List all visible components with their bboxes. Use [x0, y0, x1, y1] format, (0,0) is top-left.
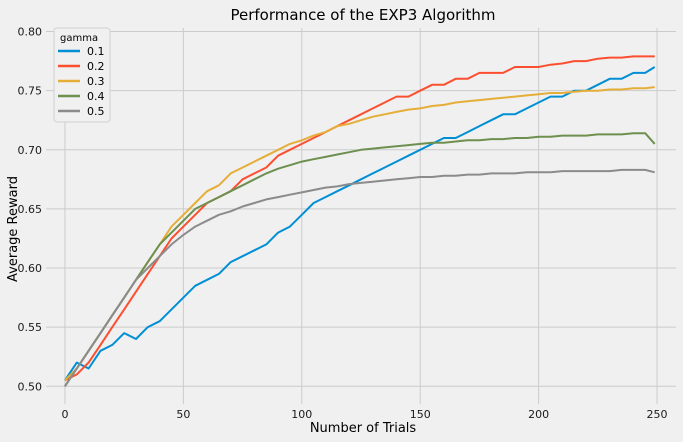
series-line-gamma-0.2 [64, 55, 655, 382]
x-tick-label: 200 [528, 408, 549, 421]
grid-lines [46, 28, 676, 404]
series-lines [64, 55, 656, 387]
legend-label: 0.1 [87, 45, 105, 58]
y-axis-label: Average Reward [6, 176, 21, 282]
y-tick-label: 0.65 [18, 203, 43, 216]
chart-title: Performance of the EXP3 Algorithm [230, 6, 495, 24]
series-line-gamma-0.5 [64, 168, 655, 387]
legend-label: 0.5 [87, 105, 105, 118]
legend-label: 0.3 [87, 75, 105, 88]
x-tick-label: 0 [61, 408, 68, 421]
x-tick-label: 250 [647, 408, 668, 421]
y-tick-label: 0.80 [18, 26, 43, 39]
legend-title: gamma [60, 33, 98, 44]
legend-items: 0.1 0.2 0.3 0.4 0.5 [58, 45, 105, 118]
legend: gamma 0.1 0.2 0.3 0.4 0.5 [53, 27, 111, 123]
legend-label: 0.2 [87, 60, 105, 73]
x-axis-label: Number of Trials [310, 421, 417, 436]
y-tick-label: 0.50 [18, 380, 43, 393]
y-tick-labels: 0.50 0.55 0.60 0.65 0.70 0.75 0.80 [18, 26, 43, 394]
y-tick-label: 0.60 [18, 262, 43, 275]
y-tick-label: 0.75 [18, 85, 43, 98]
x-tick-label: 150 [410, 408, 431, 421]
series-line-gamma-0.1 [64, 66, 656, 381]
series-line-gamma-0.3 [64, 86, 655, 382]
x-tick-labels: 0 50 100 150 200 250 [61, 408, 667, 421]
plot-area [46, 28, 676, 404]
y-tick-label: 0.55 [18, 321, 43, 334]
x-tick-label: 100 [291, 408, 312, 421]
series-line-gamma-0.4 [64, 132, 656, 387]
y-tick-label: 0.70 [18, 144, 43, 157]
x-tick-label: 50 [176, 408, 190, 421]
legend-label: 0.4 [87, 90, 105, 103]
